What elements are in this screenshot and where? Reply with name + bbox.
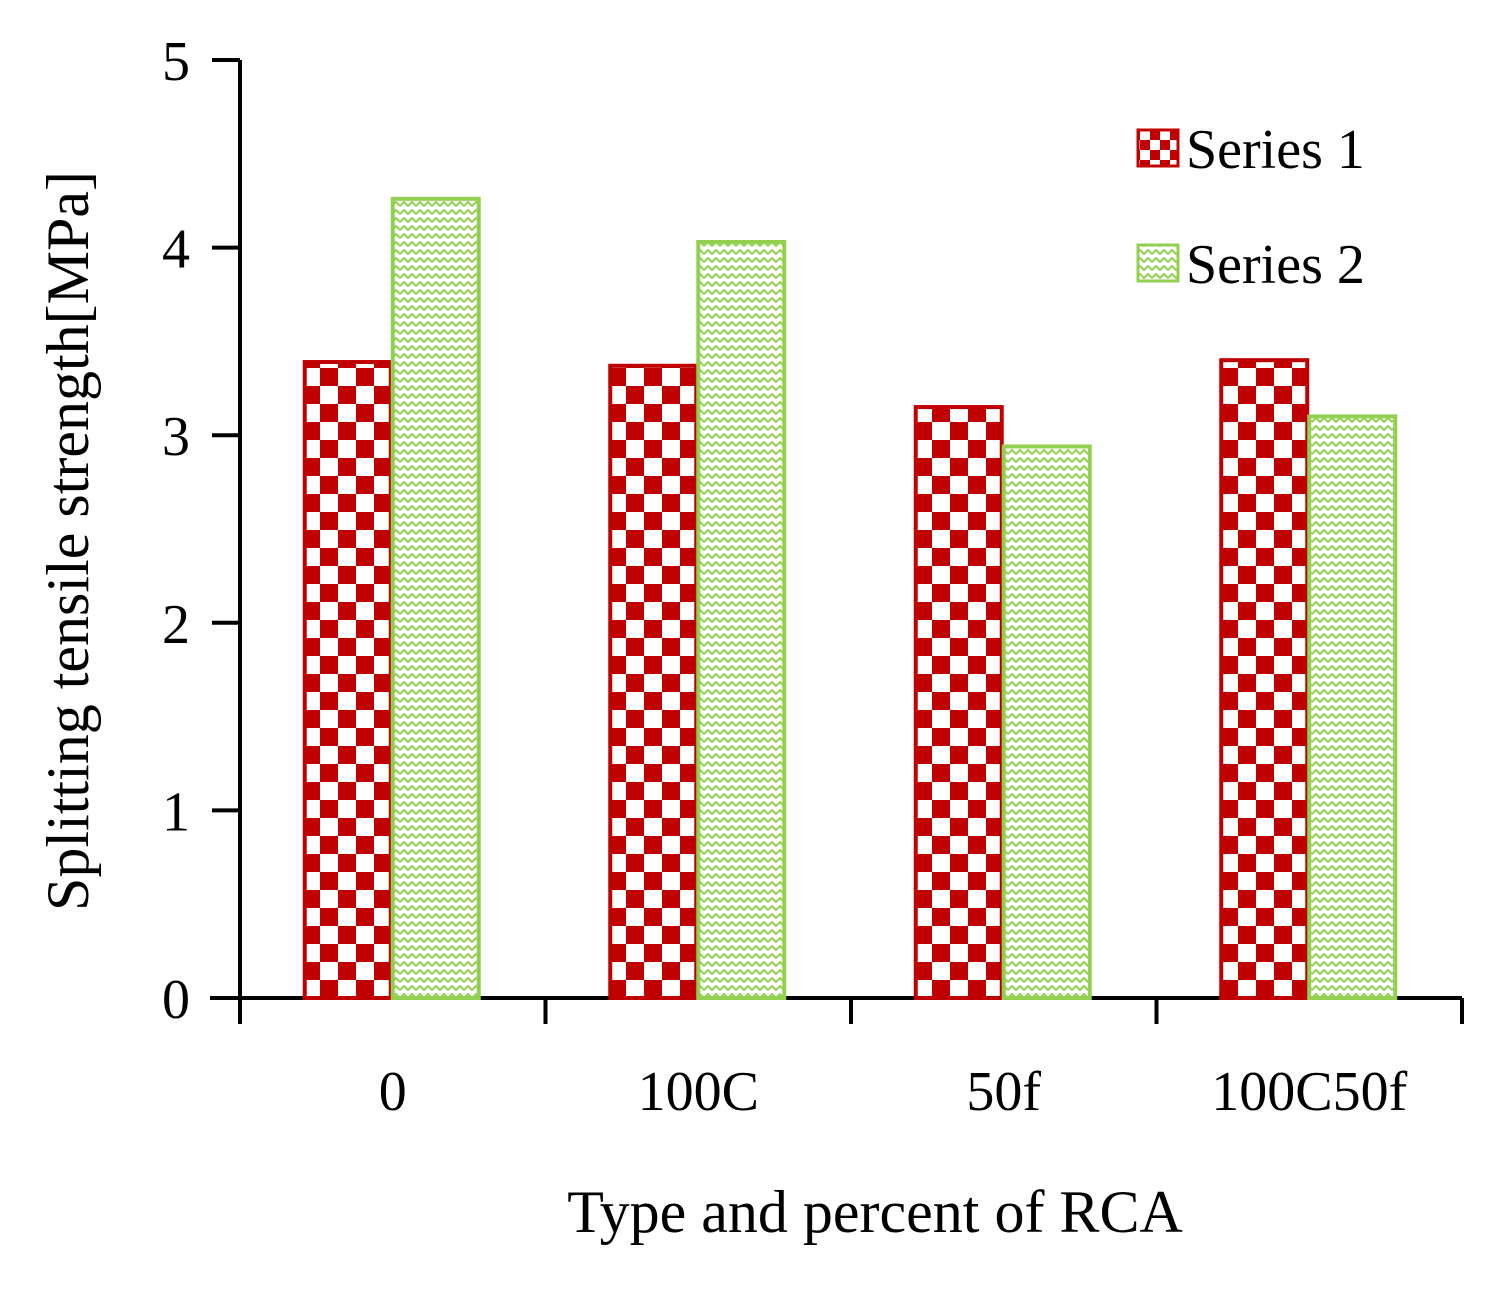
y-tick-label: 1 [162,781,190,843]
legend-swatch-series-1 [1136,128,1180,168]
x-tick-label: 100C50f [1211,1061,1407,1123]
legend-swatch-series-2 [1136,243,1180,283]
bar-series-1-50f [913,405,1004,1000]
bar-series-2-100c [696,239,787,1001]
x-tick-label: 50f [966,1061,1041,1123]
y-axis-ticks: 0 1 2 3 4 5 [162,31,240,1031]
bar-series-2-100c50f [1307,414,1398,1000]
y-tick-label: 3 [162,406,190,468]
bar-series-2-50f [1001,444,1092,1000]
bars-group [302,196,1398,1001]
y-axis-title: Splitting tensile strength[MPa] [35,171,101,911]
bar-series-1-100c50f [1219,358,1310,1001]
bar-series-2-0 [390,196,481,1001]
y-tick-label: 2 [162,594,190,656]
x-axis-title: Type and percent of RCA [567,1179,1183,1245]
y-tick-label: 0 [162,969,190,1031]
x-axis-tick-labels: 0 100C 50f 100C50f [379,1061,1408,1123]
legend-label-series-2: Series 2 [1186,234,1365,296]
legend-label-series-1: Series 1 [1186,119,1365,181]
x-axis-ticks [238,998,1464,1024]
bar-series-1-0 [302,360,393,1000]
bar-series-1-100c [608,363,699,1000]
x-tick-label: 0 [379,1061,407,1123]
legend: Series 1 Series 2 [1110,110,1450,345]
x-tick-label: 100C [638,1061,759,1123]
y-tick-label: 4 [162,219,190,281]
y-tick-label: 5 [162,31,190,93]
